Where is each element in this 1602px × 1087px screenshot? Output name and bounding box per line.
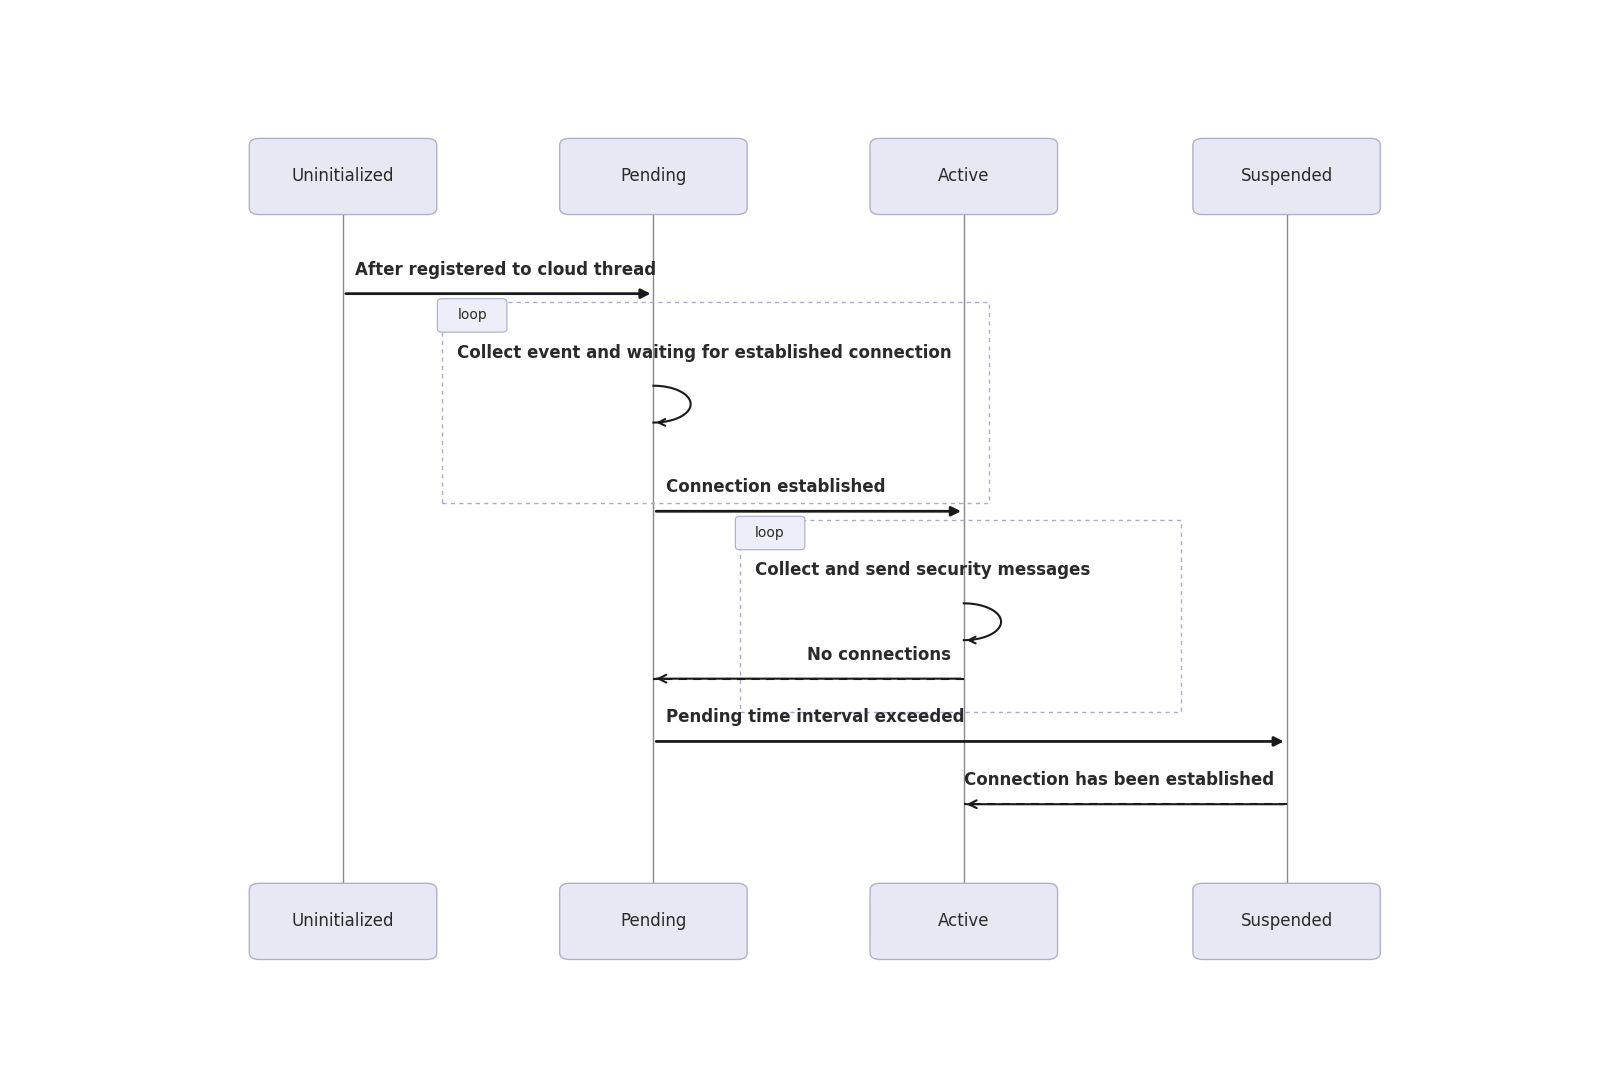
Text: Pending: Pending bbox=[620, 912, 687, 930]
FancyBboxPatch shape bbox=[870, 884, 1057, 960]
Text: Active: Active bbox=[939, 167, 990, 186]
Text: Collect and send security messages: Collect and send security messages bbox=[755, 562, 1091, 579]
Text: Suspended: Suspended bbox=[1240, 912, 1333, 930]
FancyBboxPatch shape bbox=[250, 138, 437, 214]
FancyBboxPatch shape bbox=[1193, 884, 1381, 960]
Text: Active: Active bbox=[939, 912, 990, 930]
Text: loop: loop bbox=[457, 309, 487, 323]
Bar bbox=[442, 302, 988, 503]
Text: Uninitialized: Uninitialized bbox=[292, 167, 394, 186]
Text: Connection established: Connection established bbox=[666, 478, 886, 496]
Text: Pending: Pending bbox=[620, 167, 687, 186]
Text: Connection has been established: Connection has been established bbox=[964, 771, 1274, 789]
Bar bbox=[740, 520, 1181, 712]
FancyBboxPatch shape bbox=[870, 138, 1057, 214]
FancyBboxPatch shape bbox=[559, 884, 747, 960]
Text: Collect event and waiting for established connection: Collect event and waiting for establishe… bbox=[457, 343, 952, 362]
FancyBboxPatch shape bbox=[559, 138, 747, 214]
FancyBboxPatch shape bbox=[735, 516, 804, 550]
FancyBboxPatch shape bbox=[1193, 138, 1381, 214]
Text: After registered to cloud thread: After registered to cloud thread bbox=[356, 261, 657, 278]
Text: loop: loop bbox=[755, 526, 785, 540]
Text: Pending time interval exceeded: Pending time interval exceeded bbox=[666, 709, 964, 726]
Text: Uninitialized: Uninitialized bbox=[292, 912, 394, 930]
Text: No connections: No connections bbox=[807, 646, 952, 663]
Text: Suspended: Suspended bbox=[1240, 167, 1333, 186]
FancyBboxPatch shape bbox=[250, 884, 437, 960]
FancyBboxPatch shape bbox=[437, 299, 506, 333]
